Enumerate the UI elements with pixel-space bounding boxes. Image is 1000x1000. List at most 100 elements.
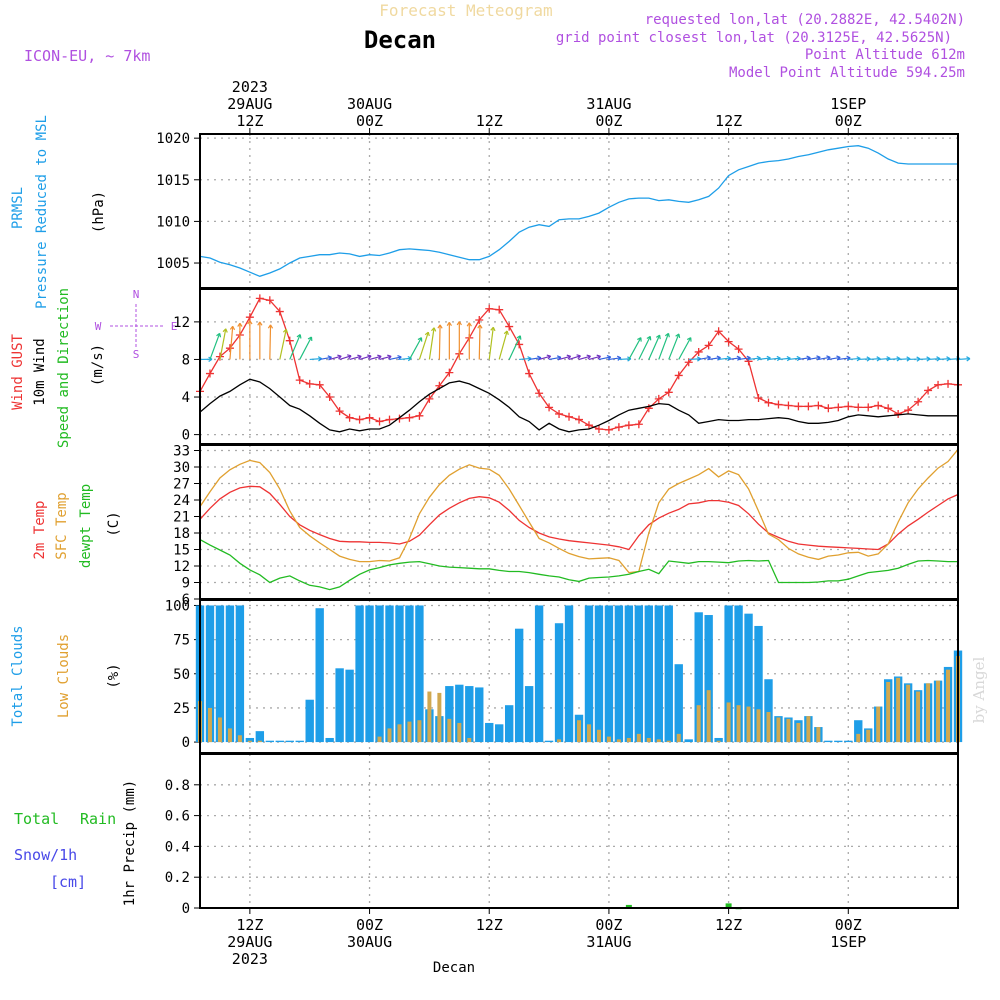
- wind-direction-arrow: [748, 357, 761, 361]
- series-line-t2m: [199, 485, 959, 551]
- low-cloud-bar: [796, 722, 801, 743]
- wind-direction-arrow: [488, 327, 494, 360]
- gust-point: [505, 322, 514, 331]
- total-cloud-bar: [544, 740, 554, 743]
- gust-point: [894, 409, 903, 418]
- wind-direction-arrow: [319, 356, 332, 361]
- wind-10m-label: 10m Wind: [32, 338, 48, 405]
- bottom-time-label: 00Z: [835, 916, 862, 934]
- clouds-low-label: Low Clouds: [56, 634, 72, 718]
- series-line-prmsl: [199, 145, 958, 277]
- total-cloud-bar: [624, 605, 634, 743]
- top-time-label: 31AUG: [586, 95, 631, 113]
- y-tick-label: 12: [173, 559, 190, 575]
- y-tick-label: 1015: [156, 173, 190, 189]
- gust-point: [884, 404, 893, 413]
- wind-direction-arrow: [888, 358, 901, 361]
- precip-snow-unit: [cm]: [50, 873, 86, 891]
- total-cloud-bar: [634, 605, 644, 743]
- point-altitude: Point Altitude 612m: [805, 47, 965, 63]
- wind-arrow-head: [257, 321, 263, 326]
- gust-point: [614, 423, 623, 432]
- wind-direction-arrow: [778, 357, 791, 361]
- total-cloud-bar: [744, 613, 753, 743]
- y-tick-label: 0.4: [165, 839, 190, 855]
- wind-direction-arrow: [529, 357, 542, 361]
- low-cloud-bar: [696, 705, 701, 743]
- total-cloud-bar: [654, 605, 663, 743]
- y-tick-label: 0: [182, 735, 190, 751]
- y-tick-label: 1005: [156, 256, 190, 272]
- wind-direction-arrow: [788, 357, 801, 361]
- requested-coords: requested lon,lat (20.2882E, 42.5402N): [645, 12, 965, 28]
- wind-arrow-head: [596, 354, 601, 360]
- clouds-total-label: Total Clouds: [10, 625, 26, 726]
- total-cloud-bar: [514, 628, 524, 743]
- gust-point: [245, 313, 254, 322]
- wind-arrow-head: [229, 325, 236, 331]
- top-time-label: 1SEP: [830, 95, 866, 113]
- low-cloud-bar: [776, 717, 781, 743]
- low-cloud-bar: [467, 737, 472, 743]
- bottom-time-label: 00Z: [595, 916, 622, 934]
- gust-point: [664, 388, 673, 397]
- wind-direction-arrow: [828, 356, 841, 361]
- wind-arrow-head: [367, 354, 372, 360]
- low-cloud-bar: [886, 681, 891, 743]
- wind-arrow-head: [387, 354, 392, 360]
- wind-direction-arrow: [878, 357, 891, 361]
- wind-direction-arrow: [818, 356, 831, 361]
- top-time-label: 12Z: [476, 112, 503, 130]
- gust-point: [205, 369, 214, 378]
- total-cloud-bar: [554, 623, 564, 743]
- pressure-label-1: PRMSL: [10, 187, 26, 229]
- low-cloud-bar: [616, 739, 621, 743]
- gust-point: [594, 424, 603, 433]
- wind-arrow-head: [686, 337, 692, 342]
- bottom-time-label: 12Z: [715, 916, 742, 934]
- gust-point: [575, 415, 583, 424]
- total-cloud-bar: [594, 605, 604, 743]
- total-cloud-bar: [704, 615, 713, 743]
- wind-arrow-head: [655, 334, 661, 340]
- wind-direction-arrow: [548, 356, 561, 361]
- y-tick-label: 8: [182, 352, 190, 368]
- gust-point: [445, 368, 454, 377]
- total-cloud-bar: [415, 605, 424, 743]
- wind-direction-arrow: [638, 336, 651, 360]
- wind-arrow-head: [646, 335, 652, 341]
- wind-direction-arrow: [428, 327, 435, 360]
- clouds-unit: (%): [106, 663, 122, 688]
- wind-direction-arrow: [928, 358, 941, 361]
- gust-point: [934, 380, 943, 389]
- gust-point: [644, 404, 653, 413]
- plot-area: 1005101010151020048126912151821242730330…: [156, 78, 971, 968]
- total-cloud-bar: [395, 605, 404, 743]
- wind-arrow-head: [546, 354, 552, 360]
- total-cloud-bar: [644, 605, 654, 743]
- wind-arrow-head: [237, 322, 243, 327]
- gust-point: [415, 411, 424, 420]
- gust-point: [425, 394, 434, 403]
- gust-point: [305, 379, 314, 388]
- total-cloud-bar: [385, 605, 394, 743]
- gust-point: [824, 404, 833, 413]
- y-tick-label: 6: [182, 592, 190, 608]
- wind-direction-arrow: [478, 324, 481, 360]
- y-tick-label: 27: [173, 477, 190, 493]
- wind-direction-arrow: [648, 334, 661, 360]
- gust-point: [475, 316, 484, 324]
- wind-arrow-head: [826, 355, 831, 361]
- gust-point: [814, 401, 823, 410]
- low-cloud-bar: [577, 720, 581, 743]
- gust-point: [844, 402, 853, 411]
- gust-point: [874, 401, 883, 410]
- low-cloud-bar: [596, 729, 601, 743]
- top-time-label: 2023: [232, 78, 268, 96]
- total-cloud-bar: [495, 724, 504, 743]
- bottom-time-label: 31AUG: [586, 933, 631, 951]
- wind-direction-arrow: [359, 355, 372, 361]
- wind-arrow-head: [417, 337, 423, 342]
- precip-bar: [625, 904, 632, 908]
- total-cloud-bar: [664, 605, 673, 743]
